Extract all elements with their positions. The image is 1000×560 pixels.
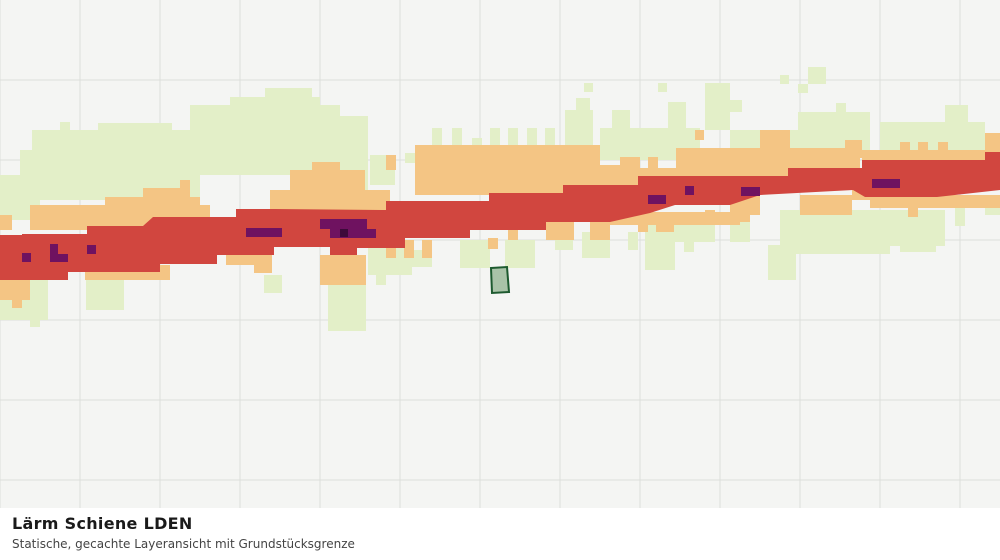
map (0, 0, 1000, 508)
noise-zone-high (0, 152, 1000, 280)
noise-hotspot (340, 229, 348, 237)
parcel-boundary (489, 265, 511, 295)
noise-zone-very-high (22, 179, 900, 262)
map-title: Lärm Schiene LDEN (12, 514, 193, 533)
map-subtitle: Statische, gecachte Layeransicht mit Gru… (12, 537, 355, 551)
caption: Lärm Schiene LDEN Statische, gecachte La… (0, 508, 1000, 560)
